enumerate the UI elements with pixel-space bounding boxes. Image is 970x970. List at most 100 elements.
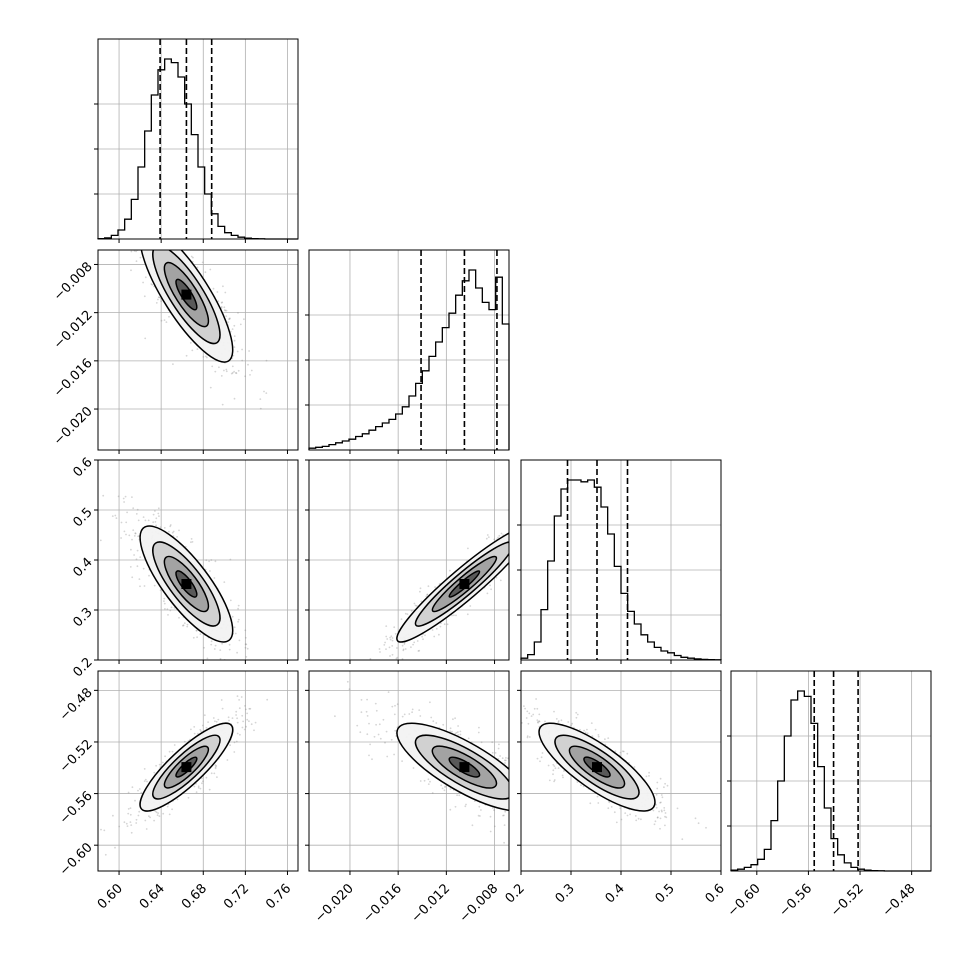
sample-point — [457, 725, 459, 727]
sample-point — [236, 350, 239, 353]
sample-point — [530, 715, 533, 717]
sample-point — [515, 791, 517, 793]
sample-point — [531, 545, 533, 547]
sample-point — [237, 620, 240, 623]
sample-point — [186, 625, 189, 628]
sample-point — [429, 701, 431, 704]
sample-point — [391, 653, 394, 656]
sample-point — [141, 223, 143, 225]
sample-point — [140, 791, 143, 794]
sample-point — [528, 736, 531, 738]
sample-point — [148, 242, 150, 244]
x-tick-label: 0.4 — [603, 881, 628, 906]
sample-point — [103, 829, 106, 832]
sample-point — [525, 802, 527, 804]
sample-point — [401, 715, 404, 718]
sample-point — [586, 732, 589, 735]
sample-point — [418, 709, 421, 711]
sample-point — [543, 826, 545, 828]
sample-point — [576, 713, 579, 716]
sample-point — [366, 715, 369, 717]
sample-point — [664, 782, 666, 785]
sample-point — [178, 529, 180, 532]
sample-point — [519, 532, 521, 534]
x-tick-label: 0.6 — [703, 881, 728, 906]
sample-point — [660, 794, 663, 796]
sample-point — [394, 633, 397, 635]
sample-point — [511, 802, 513, 804]
sample-point — [143, 295, 146, 298]
sample-point — [127, 198, 129, 200]
sample-point — [169, 609, 172, 612]
sample-point — [512, 544, 514, 546]
sample-point — [374, 702, 377, 705]
sample-point — [196, 266, 199, 269]
sample-point — [223, 309, 226, 311]
sample-point — [182, 234, 184, 236]
sample-point — [118, 825, 121, 828]
y-tick-label: 0.3 — [70, 605, 95, 630]
sample-point — [449, 788, 452, 790]
sample-point — [176, 536, 179, 538]
sample-point — [534, 509, 536, 511]
sample-point — [129, 807, 132, 809]
sample-point — [514, 542, 516, 544]
sample-point — [366, 698, 368, 701]
panel-grid — [309, 250, 509, 450]
sample-point — [560, 719, 563, 722]
sample-point — [497, 536, 499, 539]
sample-point — [246, 712, 249, 715]
sample-point — [493, 538, 496, 541]
sample-point — [233, 397, 236, 400]
sample-point — [200, 730, 202, 733]
y-tick-label: −0.016 — [51, 356, 96, 401]
sample-point — [146, 780, 148, 783]
sample-point — [141, 239, 143, 241]
sample-point — [136, 549, 139, 552]
sample-point — [368, 722, 370, 725]
sample-point — [533, 819, 535, 821]
sample-point — [168, 246, 170, 248]
sample-point — [557, 720, 560, 722]
sample-point — [215, 720, 218, 723]
sample-point — [124, 495, 127, 498]
sample-point — [237, 607, 240, 610]
sample-point — [648, 775, 650, 777]
sample-point — [570, 724, 572, 727]
x-tick-label: 0.2 — [503, 881, 528, 906]
sample-point — [527, 546, 529, 548]
sample-point — [471, 824, 474, 827]
sample-point — [236, 695, 239, 697]
sample-point — [455, 731, 458, 734]
sample-point — [157, 812, 160, 814]
sample-point — [635, 819, 638, 822]
sample-point — [129, 215, 131, 217]
sample-point — [155, 517, 158, 520]
sample-point — [518, 727, 520, 729]
sample-point — [133, 250, 136, 252]
sample-point — [168, 315, 170, 318]
sample-point — [427, 783, 430, 785]
sample-point — [500, 532, 503, 535]
sample-point — [531, 791, 533, 793]
sample-point — [221, 642, 224, 645]
sample-point — [134, 532, 137, 535]
sample-point — [553, 765, 556, 767]
sample-point — [193, 785, 196, 788]
sample-point — [150, 222, 152, 224]
sample-point — [509, 551, 511, 553]
sample-point — [148, 241, 150, 243]
sample-point — [144, 519, 147, 522]
sample-point — [378, 648, 381, 650]
x-tick-label: −0.48 — [880, 881, 919, 920]
sample-point — [130, 236, 132, 238]
sample-point — [654, 820, 657, 823]
sample-point — [656, 781, 659, 784]
sample-point — [167, 614, 169, 616]
sample-point — [640, 818, 642, 821]
sample-point — [411, 708, 414, 711]
sample-point — [512, 556, 514, 558]
sample-point — [135, 822, 138, 824]
sample-point — [498, 743, 500, 746]
sample-point — [135, 200, 137, 202]
